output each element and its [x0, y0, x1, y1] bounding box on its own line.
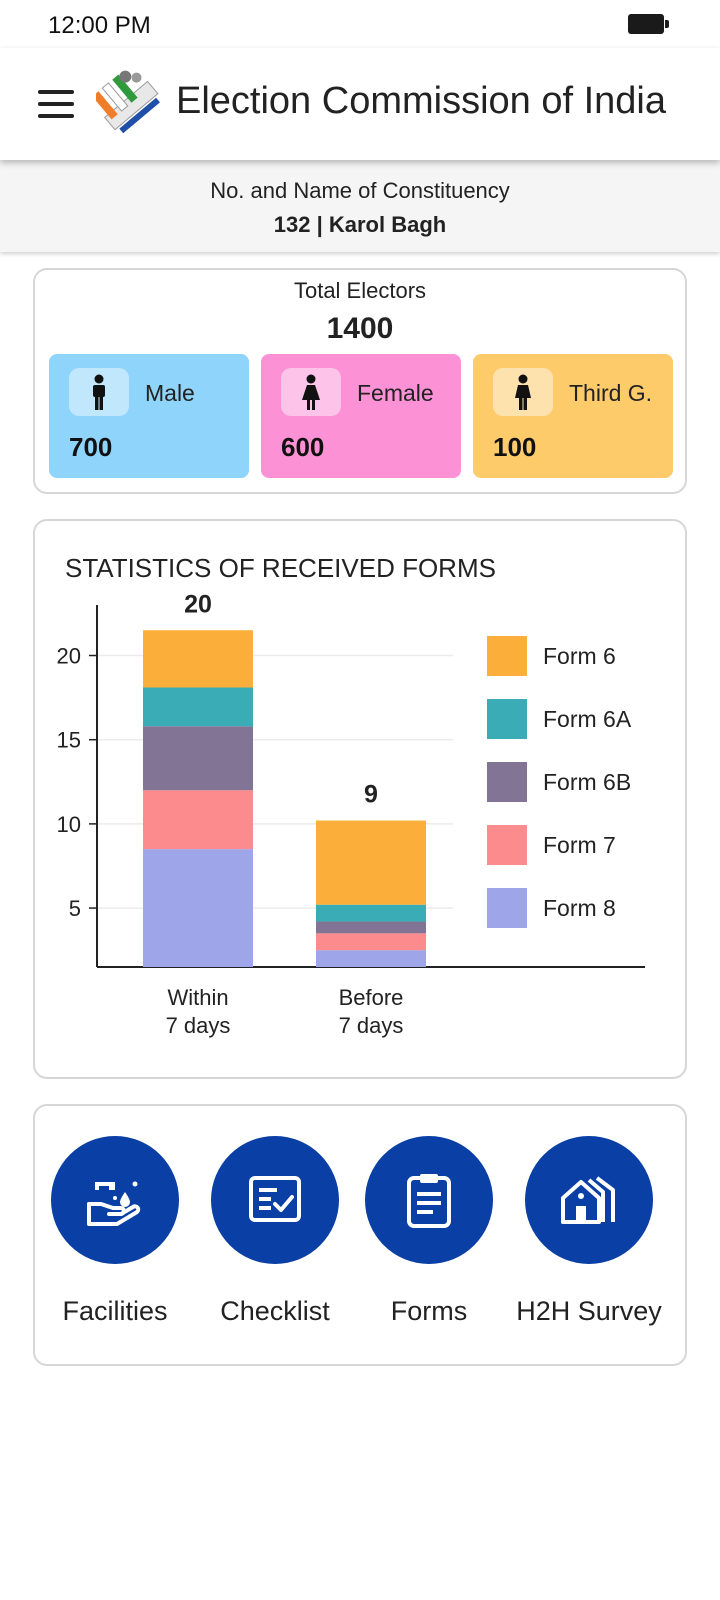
x-category-label: Within — [167, 985, 228, 1010]
female-electors-box: Female 600 — [261, 354, 461, 478]
bar-segment-form-7 — [143, 790, 253, 850]
h2h-survey-label: H2H Survey — [516, 1296, 662, 1326]
y-tick-label: 10 — [57, 812, 81, 837]
bar-segment-form-6 — [316, 820, 426, 905]
status-time: 12:00 PM — [48, 12, 151, 39]
total-electors-value: 1400 — [326, 312, 394, 345]
checklist-label: Checklist — [220, 1296, 330, 1326]
constituency-label: No. and Name of Constituency — [210, 178, 510, 203]
bar-total-label: 9 — [364, 781, 378, 809]
statistics-card: STATISTICS OF RECEIVED FORMS 5 10 15 20 20 Wi… — [33, 519, 687, 1079]
eci-logo — [96, 70, 160, 134]
hamburger-menu-icon[interactable] — [38, 90, 74, 118]
female-label: Female — [357, 380, 434, 406]
app-title: Election Commission of India — [176, 80, 666, 122]
checklist-button[interactable]: Checklist — [195, 1136, 355, 1327]
hand-wash-icon — [87, 1181, 141, 1226]
clipboard-icon — [407, 1174, 451, 1228]
legend-swatch — [487, 825, 527, 865]
legend-label: Form 8 — [543, 895, 616, 921]
male-icon — [69, 368, 129, 416]
checklist-icon — [249, 1176, 301, 1222]
total-electors-card: Total Electors 1400 Male 700 Female 600 … — [33, 268, 687, 494]
y-tick-label: 20 — [57, 644, 81, 669]
app-bar: Election Commission of India — [0, 48, 720, 160]
forms-label: Forms — [390, 1296, 468, 1326]
checklist-circle[interactable] — [211, 1136, 339, 1264]
bar-segment-form-6b — [143, 726, 253, 791]
female-value: 600 — [281, 432, 325, 462]
third-gender-electors-box: Third G. 100 — [473, 354, 673, 478]
legend-swatch — [487, 762, 527, 802]
facilities-button[interactable]: Facilities — [35, 1136, 195, 1327]
bar-segment-form-8 — [143, 849, 253, 967]
y-tick-label: 15 — [57, 728, 81, 753]
bar-segment-form-6b — [316, 921, 426, 934]
forms-chart: 5 10 15 20 20 Within 7 days 9 Before 7 days Form 6… — [57, 590, 645, 1038]
legend-label: Form 6B — [543, 769, 631, 795]
male-electors-box: Male 700 — [49, 354, 249, 478]
constituency-value: 132 | Karol Bagh — [273, 212, 447, 237]
forms-button[interactable]: Forms — [349, 1136, 509, 1327]
legend-swatch — [487, 888, 527, 928]
forms-circle[interactable] — [365, 1136, 493, 1264]
third-gender-value: 100 — [493, 432, 537, 462]
battery-icon — [628, 14, 669, 34]
statistics-title: STATISTICS OF RECEIVED FORMS — [65, 553, 496, 583]
male-value: 700 — [69, 432, 113, 462]
x-category-label: 7 days — [166, 1013, 231, 1038]
bar-total-label: 20 — [184, 590, 212, 618]
x-category-label: Before — [339, 985, 404, 1010]
h2h-survey-circle[interactable] — [525, 1136, 653, 1264]
x-category-label: 7 days — [339, 1013, 404, 1038]
legend-label: Form 7 — [543, 832, 616, 858]
total-electors-label: Total Electors — [293, 278, 427, 303]
bar-segment-form-8 — [316, 950, 426, 967]
y-tick-label: 5 — [69, 896, 81, 921]
status-bar: 12:00 PM — [0, 0, 720, 48]
legend-swatch — [487, 636, 527, 676]
house-icon — [561, 1176, 615, 1224]
legend-label: Form 6A — [543, 706, 632, 732]
male-label: Male — [145, 380, 195, 406]
facilities-label: Facilities — [62, 1296, 168, 1326]
third-gender-icon — [493, 368, 553, 416]
bar-segment-form-7 — [316, 933, 426, 951]
constituency-banner: No. and Name of Constituency 132 | Karol… — [0, 160, 720, 252]
female-icon — [281, 368, 341, 416]
third-gender-label: Third G. — [569, 380, 653, 406]
quick-actions-card: Facilities Checklist Forms — [33, 1104, 687, 1366]
bar-segment-form-6 — [143, 630, 253, 688]
legend-swatch — [487, 699, 527, 739]
bar-segment-form-6a — [143, 687, 253, 727]
facilities-circle[interactable] — [51, 1136, 179, 1264]
bar-segment-form-6a — [316, 904, 426, 922]
h2h-survey-button[interactable]: H2H Survey — [509, 1136, 669, 1327]
legend-label: Form 6 — [543, 643, 616, 669]
